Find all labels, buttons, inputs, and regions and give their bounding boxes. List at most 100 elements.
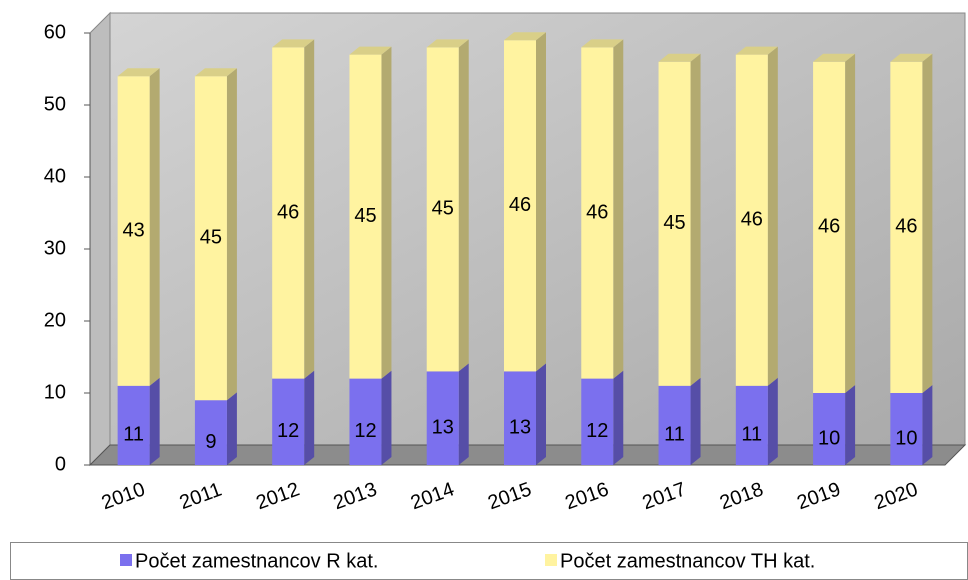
bar-side <box>922 53 933 394</box>
data-label: 11 <box>664 424 685 446</box>
bar-side <box>845 53 856 394</box>
x-tick-label: 2019 <box>794 478 843 514</box>
bar-side <box>922 385 933 465</box>
data-label: 43 <box>123 219 145 241</box>
bar-top <box>194 68 237 77</box>
y-tick-label: 0 <box>55 453 66 475</box>
bar <box>813 393 846 465</box>
bar-top <box>658 53 701 62</box>
data-label: 46 <box>509 194 531 216</box>
bar <box>890 393 923 465</box>
data-label: 9 <box>205 431 216 453</box>
data-label: 13 <box>509 416 531 438</box>
bar <box>272 378 305 465</box>
data-label: 46 <box>895 216 917 238</box>
x-tick-label: 2020 <box>871 478 920 514</box>
bar <box>194 76 227 401</box>
x-tick-label: 2014 <box>408 478 457 514</box>
bar-top <box>426 39 469 48</box>
bar-top <box>349 46 392 55</box>
x-tick-label: 2010 <box>99 478 148 514</box>
data-label: 12 <box>586 420 608 442</box>
bar <box>426 47 459 372</box>
data-label: 46 <box>277 201 299 223</box>
bar-side <box>381 46 392 379</box>
y-tick-label: 30 <box>44 237 66 259</box>
y-tick-label: 50 <box>44 93 66 115</box>
data-label: 45 <box>663 212 685 234</box>
bar <box>349 54 382 379</box>
data-label: 10 <box>895 427 917 449</box>
data-label: 46 <box>818 216 840 238</box>
y-tick-label: 20 <box>44 309 66 331</box>
bar-top <box>581 39 624 48</box>
data-label: 46 <box>586 201 608 223</box>
bar-top <box>890 53 933 62</box>
bar-side <box>304 39 315 379</box>
side-wall <box>89 11 111 467</box>
data-label: 11 <box>123 424 144 446</box>
data-label: 45 <box>432 198 454 220</box>
bar-side <box>690 53 701 386</box>
x-tick-label: 2013 <box>331 478 380 514</box>
y-tick-label: 40 <box>44 165 66 187</box>
x-tick-label: 2018 <box>717 478 766 514</box>
bar-side <box>690 377 701 465</box>
bar-side <box>767 377 778 465</box>
bar-side <box>304 370 315 465</box>
bar <box>813 61 846 394</box>
bar-top <box>735 46 778 55</box>
legend-label: Počet zamestnancov TH kat. <box>560 550 815 572</box>
bar-top <box>117 68 160 77</box>
x-tick-label: 2012 <box>253 478 302 514</box>
x-tick-label: 2015 <box>485 478 534 514</box>
bar-side <box>149 377 160 465</box>
data-label: 45 <box>354 205 376 227</box>
bar <box>504 40 536 372</box>
data-label: 13 <box>432 416 454 438</box>
bar <box>272 47 305 379</box>
bar-side <box>226 68 237 401</box>
data-label: 12 <box>277 420 299 442</box>
bar-side <box>613 39 624 379</box>
bar <box>735 54 768 386</box>
bar-side <box>536 363 546 465</box>
y-tick-label: 60 <box>44 21 66 43</box>
x-tick-label: 2011 <box>177 479 225 514</box>
bar <box>890 61 923 394</box>
legend-swatch <box>120 554 132 566</box>
bar <box>581 378 614 465</box>
bar-top <box>272 39 315 48</box>
legend-label: Počet zamestnancov R kat. <box>135 550 378 572</box>
bar-top <box>813 53 856 62</box>
bar <box>581 47 614 379</box>
bar-side <box>767 46 778 386</box>
bar-side <box>458 363 469 465</box>
y-tick-label: 10 <box>44 381 66 403</box>
bar <box>658 61 691 386</box>
data-label: 45 <box>200 226 222 248</box>
bar-side <box>536 32 546 372</box>
bar-side <box>845 385 856 465</box>
x-tick-label: 2016 <box>562 478 611 514</box>
bar-side <box>149 68 160 386</box>
data-label: 11 <box>741 424 762 446</box>
bar <box>194 400 227 465</box>
bar-side <box>458 39 469 372</box>
bar <box>426 371 459 465</box>
bar-top <box>504 32 546 41</box>
bar-side <box>381 370 392 465</box>
bar-side <box>613 370 624 465</box>
bar <box>117 76 150 386</box>
bar <box>349 378 382 465</box>
data-label: 10 <box>818 427 840 449</box>
data-label: 46 <box>741 208 763 230</box>
bar <box>735 385 768 465</box>
data-label: 12 <box>354 420 376 442</box>
bar <box>658 385 691 465</box>
bar-side <box>226 392 237 465</box>
bar <box>504 371 536 465</box>
x-tick-label: 2017 <box>640 478 689 514</box>
legend-swatch <box>545 554 557 566</box>
bar <box>117 385 150 465</box>
